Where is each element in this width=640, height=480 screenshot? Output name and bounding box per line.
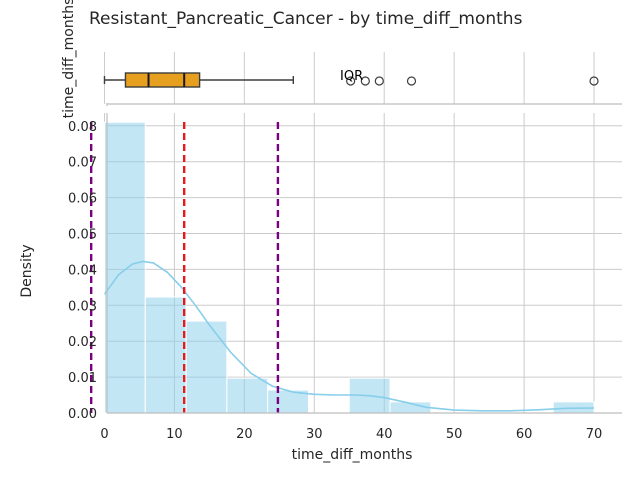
- outlier-point: [589, 76, 599, 86]
- y-tick-label: 0.06: [68, 192, 97, 207]
- x-tick-label: 10: [166, 427, 183, 442]
- y-tick-label: 0.03: [68, 299, 97, 314]
- reference-lines: [89, 122, 280, 413]
- histogram-bar: [226, 377, 269, 414]
- outlier-point: [374, 76, 384, 86]
- y-tick-label: 0.07: [68, 156, 97, 171]
- x-tick-labels: 0 10 20 30 40 50 60 70: [100, 427, 602, 442]
- x-tick-label: 70: [586, 427, 603, 442]
- boxplot-marks: [103, 72, 599, 88]
- histogram-panel: 0 10 20 30 40 50 60 70 0.00 0.01 0.02 0.03 0.04 0.05…: [19, 113, 622, 463]
- histogram-bar: [103, 121, 146, 414]
- x-tick-label: 60: [516, 427, 533, 442]
- y-tick-label: 0.01: [68, 371, 97, 386]
- y-tick-label: 0.08: [68, 120, 97, 135]
- x-tick-label: 50: [446, 427, 463, 442]
- iqr-box: [124, 72, 201, 88]
- x-tick-label: 20: [236, 427, 253, 442]
- boxplot-y-label: time_diff_months: [61, 0, 77, 118]
- boxplot-panel: IQR time_diff_months: [61, 0, 622, 118]
- y-tick-label: 0.02: [68, 335, 97, 350]
- iqr-annotation: IQR: [340, 69, 363, 84]
- y-axis-label: Density: [19, 244, 35, 297]
- histogram-bar: [185, 320, 228, 414]
- histogram-bar: [144, 296, 187, 414]
- chart-title: Resistant_Pancreatic_Cancer - by time_di…: [89, 9, 523, 29]
- outlier-point: [360, 76, 370, 86]
- y-tick-label: 0.04: [68, 263, 97, 278]
- y-tick-labels: 0.00 0.01 0.02 0.03 0.04 0.05 0.06 0.07 0.08: [68, 120, 97, 422]
- outlier-point: [346, 76, 356, 86]
- x-axis-label: time_diff_months: [292, 447, 413, 463]
- histogram-bars: [103, 121, 595, 414]
- boxplot-gridlines: [103, 52, 595, 104]
- x-tick-label: 40: [376, 427, 393, 442]
- x-tick-label: 0: [100, 427, 108, 442]
- x-tick-label: 30: [306, 427, 323, 442]
- outlier-point: [406, 76, 417, 86]
- y-tick-label: 0.00: [68, 407, 97, 422]
- y-tick-label: 0.05: [68, 227, 97, 242]
- kde-curve: [103, 260, 595, 412]
